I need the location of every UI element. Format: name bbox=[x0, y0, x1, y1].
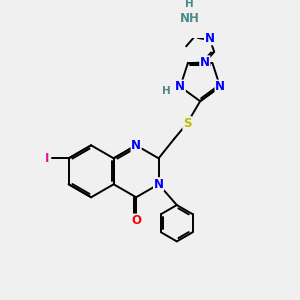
Text: N: N bbox=[215, 80, 225, 93]
Text: S: S bbox=[183, 117, 191, 130]
Text: H: H bbox=[162, 86, 171, 96]
Text: N: N bbox=[154, 178, 164, 191]
Text: N: N bbox=[131, 139, 141, 152]
Text: I: I bbox=[44, 152, 49, 165]
Text: O: O bbox=[131, 214, 141, 227]
Text: NH: NH bbox=[180, 12, 200, 25]
Text: N: N bbox=[200, 56, 210, 69]
Text: N: N bbox=[175, 80, 185, 93]
Text: H: H bbox=[185, 0, 194, 9]
Text: N: N bbox=[205, 32, 214, 45]
